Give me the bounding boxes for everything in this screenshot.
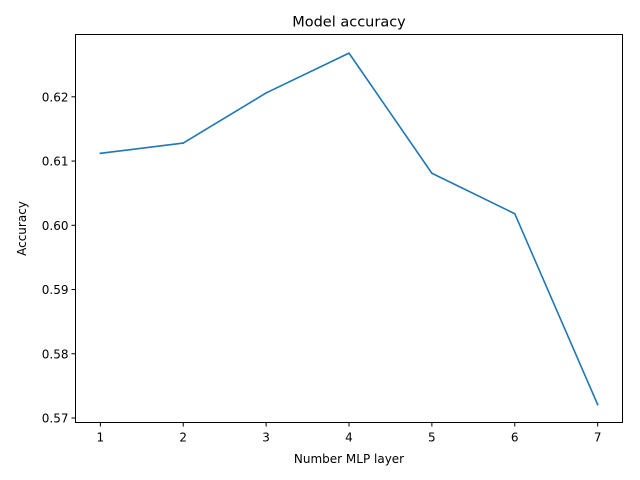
data-point <box>513 212 516 215</box>
plot-area-frame <box>75 34 623 423</box>
data-point <box>348 52 350 54</box>
x-tick-label: 6 <box>511 431 519 445</box>
y-tick-label: 0.60 <box>42 219 69 233</box>
data-point <box>265 92 267 94</box>
data-point <box>182 142 185 144</box>
y-axis-title: Accuracy <box>15 201 29 256</box>
x-axis-ticks: 1 2 3 4 5 6 7 <box>97 422 602 445</box>
y-tick-label: 0.61 <box>42 155 69 169</box>
x-axis-title: Number MLP layer <box>294 452 404 466</box>
series-layer <box>99 52 599 406</box>
data-point <box>431 172 433 175</box>
y-tick-label: 0.57 <box>42 412 69 426</box>
x-tick-label: 1 <box>97 431 105 445</box>
data-point <box>596 403 599 406</box>
y-tick-label: 0.59 <box>42 283 69 297</box>
y-tick-label: 0.58 <box>42 347 69 361</box>
x-tick-label: 7 <box>594 431 602 445</box>
chart-title: Model accuracy <box>292 15 406 31</box>
x-tick-label: 3 <box>262 431 270 445</box>
y-tick-label: 0.62 <box>42 90 69 104</box>
x-tick-label: 5 <box>428 431 436 445</box>
x-tick-label: 4 <box>345 431 353 445</box>
data-point <box>99 152 102 155</box>
x-tick-label: 2 <box>179 431 187 445</box>
y-axis-ticks: 0.57 0.58 0.59 0.60 0.61 0.62 <box>42 90 76 426</box>
